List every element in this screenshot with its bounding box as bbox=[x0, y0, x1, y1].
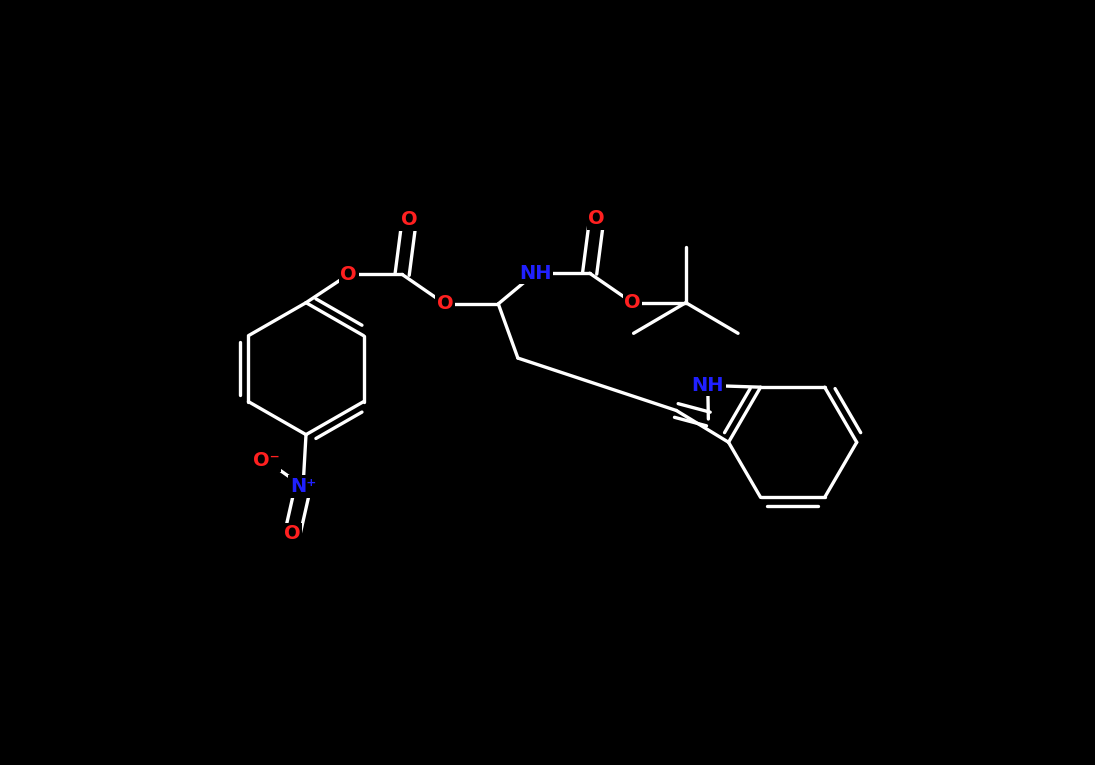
Text: O⁻: O⁻ bbox=[253, 451, 279, 470]
Text: O: O bbox=[437, 295, 453, 314]
Text: NH: NH bbox=[692, 376, 724, 395]
Text: O: O bbox=[284, 524, 301, 543]
Text: O: O bbox=[624, 293, 641, 312]
Text: NH: NH bbox=[519, 264, 551, 283]
Text: O: O bbox=[341, 265, 357, 284]
Text: N⁺: N⁺ bbox=[290, 477, 316, 496]
Text: O: O bbox=[588, 209, 606, 228]
Text: O: O bbox=[401, 210, 417, 230]
